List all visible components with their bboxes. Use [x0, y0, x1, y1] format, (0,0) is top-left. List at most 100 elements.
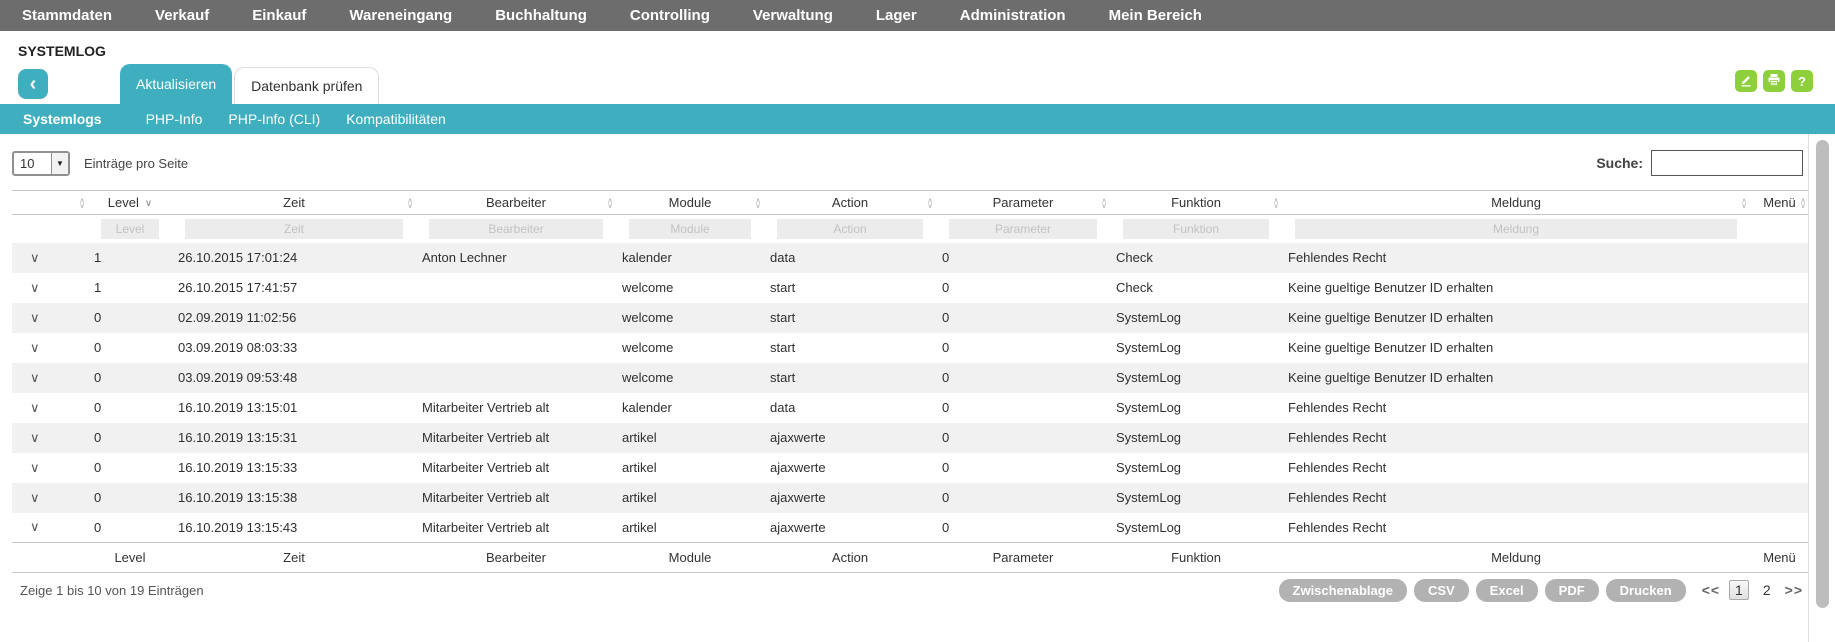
nav-item-mein-bereich[interactable]: Mein Bereich: [1108, 7, 1202, 24]
print-button-top[interactable]: [1763, 70, 1785, 92]
sort-icon: ∧ ∨: [1101, 195, 1107, 210]
pdf-button[interactable]: PDF: [1544, 578, 1599, 602]
nav-item-administration[interactable]: Administration: [959, 7, 1066, 24]
column-label: Menü: [1763, 195, 1796, 210]
table-row: ∨ 0 03.09.2019 08:03:33 welcome start 0 System…: [12, 333, 1809, 363]
cell-bearbeiter: Mitarbeiter Vertrieb alt: [422, 490, 550, 505]
subnav-item-php-info[interactable]: PHP-Info: [145, 111, 203, 127]
sort-icon: ∧ ∨: [607, 195, 613, 210]
cell-level: 0: [94, 490, 102, 505]
filter-input-meldung[interactable]: [1295, 218, 1737, 239]
row-expand-chevron[interactable]: ∨: [30, 279, 40, 295]
cell-bearbeiter: [416, 273, 616, 303]
bottom-bar: Zeige 1 bis 10 von 19 Einträgen Zwischen…: [20, 577, 1803, 603]
filter-input-action[interactable]: [777, 218, 923, 239]
cell-action: ajaxwerte: [770, 430, 826, 445]
filter-input-level[interactable]: [101, 218, 159, 239]
cell-level: 1: [94, 250, 102, 265]
cell-funktion: Check: [1116, 250, 1153, 265]
page-size-select[interactable]: 10 ▼: [12, 150, 70, 176]
edit-button[interactable]: [1735, 70, 1757, 92]
table-row: ∨ 1 26.10.2015 17:01:24 Anton Lechner kalend…: [12, 242, 1809, 273]
subnav-item-kompatibilit-ten[interactable]: Kompatibilitäten: [346, 111, 446, 127]
sort-icon: ∧ ∨: [407, 195, 413, 210]
sort-icon: ∧ ∨: [1273, 195, 1279, 210]
drucken-button[interactable]: Drucken: [1605, 578, 1686, 602]
filter-cell-meldung: [1282, 215, 1750, 243]
cell-level: 0: [94, 430, 102, 445]
cell-zeit: 16.10.2019 13:15:38: [178, 490, 298, 505]
cell-level: 0: [94, 340, 102, 355]
filter-input-parameter[interactable]: [949, 218, 1097, 239]
row-expand-chevron[interactable]: ∨: [30, 489, 40, 505]
row-expand-chevron[interactable]: ∨: [30, 309, 40, 325]
filter-input-bearbeiter[interactable]: [429, 218, 603, 239]
pagination-page-2[interactable]: 2: [1762, 582, 1771, 598]
row-expand-chevron[interactable]: ∨: [30, 429, 40, 445]
cell-parameter: 0: [942, 519, 950, 535]
filter-input-funktion[interactable]: [1123, 218, 1269, 239]
column-header-bearbeiter[interactable]: Bearbeiter ∧ ∨: [416, 190, 616, 215]
subnav-item-php-info-cli[interactable]: PHP-Info (CLI): [228, 111, 321, 127]
nav-item-verkauf[interactable]: Verkauf: [155, 7, 210, 24]
column-header-meldung[interactable]: Meldung ∧ ∨: [1282, 190, 1750, 215]
cell-bearbeiter: [416, 303, 616, 333]
cell-meldung: Keine gueltige Benutzer ID erhalten: [1288, 310, 1494, 325]
help-button[interactable]: ?: [1791, 70, 1813, 92]
vertical-scrollbar[interactable]: [1816, 140, 1829, 608]
pagination-page-1[interactable]: 1: [1729, 580, 1749, 600]
tab-datenbank-pr-fen[interactable]: Datenbank prüfen: [234, 67, 380, 104]
row-expand-chevron[interactable]: ∨: [30, 519, 40, 535]
column-header-module[interactable]: Module ∧ ∨: [616, 190, 764, 215]
cell-action: ajaxwerte: [770, 519, 826, 535]
column-header-funktion[interactable]: Funktion ∧ ∨: [1110, 190, 1282, 215]
column-header-expand[interactable]: ∧ ∨: [12, 190, 88, 215]
column-header-parameter[interactable]: Parameter ∧ ∨: [936, 190, 1110, 215]
filter-cell-bearbeiter: [416, 215, 616, 243]
sort-icon: ∧ ∨: [1741, 195, 1747, 210]
cell-men: [1750, 363, 1809, 393]
row-expand-chevron[interactable]: ∨: [30, 459, 40, 475]
cell-module: welcome: [622, 370, 674, 385]
nav-item-verwaltung[interactable]: Verwaltung: [752, 7, 833, 24]
table-footer-row: Level Zeit Bearbeiter Module Action Parameter…: [12, 542, 1809, 573]
csv-button[interactable]: CSV: [1413, 578, 1469, 602]
column-header-action[interactable]: Action ∧ ∨: [764, 190, 936, 215]
row-expand-chevron[interactable]: ∨: [30, 399, 40, 415]
pagination-prev[interactable]: <<: [1701, 582, 1721, 598]
column-header-men[interactable]: Menü ∧ ∨: [1750, 190, 1809, 215]
cell-men: [1750, 483, 1809, 513]
nav-item-controlling[interactable]: Controlling: [629, 7, 710, 24]
row-expand-chevron[interactable]: ∨: [30, 339, 40, 355]
pagination-next[interactable]: >>: [1784, 582, 1803, 598]
cell-bearbeiter: Mitarbeiter Vertrieb alt: [422, 430, 550, 445]
cell-meldung: Keine gueltige Benutzer ID erhalten: [1288, 340, 1494, 355]
export-buttons: Zwischenablage CSV Excel PDF Drucken: [1278, 578, 1686, 602]
filter-input-zeit[interactable]: [185, 218, 403, 239]
nav-item-wareneingang[interactable]: Wareneingang: [349, 7, 453, 24]
cell-action: ajaxwerte: [770, 460, 826, 475]
search-input[interactable]: [1651, 150, 1803, 176]
excel-button[interactable]: Excel: [1475, 578, 1538, 602]
footer-cell-parameter: Parameter: [936, 542, 1110, 573]
edit-icon: [1739, 73, 1753, 90]
nav-item-stammdaten[interactable]: Stammdaten: [22, 7, 113, 24]
nav-item-einkauf[interactable]: Einkauf: [252, 7, 307, 24]
tab-aktualisieren[interactable]: Aktualisieren: [120, 64, 233, 104]
back-button[interactable]: ‹: [18, 69, 48, 99]
column-header-zeit[interactable]: Zeit ∧ ∨: [172, 190, 416, 215]
cell-level: 0: [94, 519, 102, 535]
nav-item-buchhaltung[interactable]: Buchhaltung: [495, 7, 587, 24]
row-expand-chevron[interactable]: ∨: [30, 249, 40, 265]
filter-input-module[interactable]: [629, 218, 751, 239]
row-expand-chevron[interactable]: ∨: [30, 369, 40, 385]
subnav-item-systemlogs[interactable]: Systemlogs: [23, 111, 102, 127]
nav-item-lager[interactable]: Lager: [875, 7, 917, 24]
filter-cell-zeit: [172, 215, 416, 243]
column-header-level[interactable]: Level ∨: [88, 190, 172, 215]
cell-parameter: 0: [942, 250, 950, 265]
zwischenablage-button[interactable]: Zwischenablage: [1278, 578, 1407, 602]
filter-cell-parameter: [936, 215, 1110, 243]
cell-funktion: SystemLog: [1116, 519, 1182, 535]
cell-module: welcome: [622, 280, 674, 295]
